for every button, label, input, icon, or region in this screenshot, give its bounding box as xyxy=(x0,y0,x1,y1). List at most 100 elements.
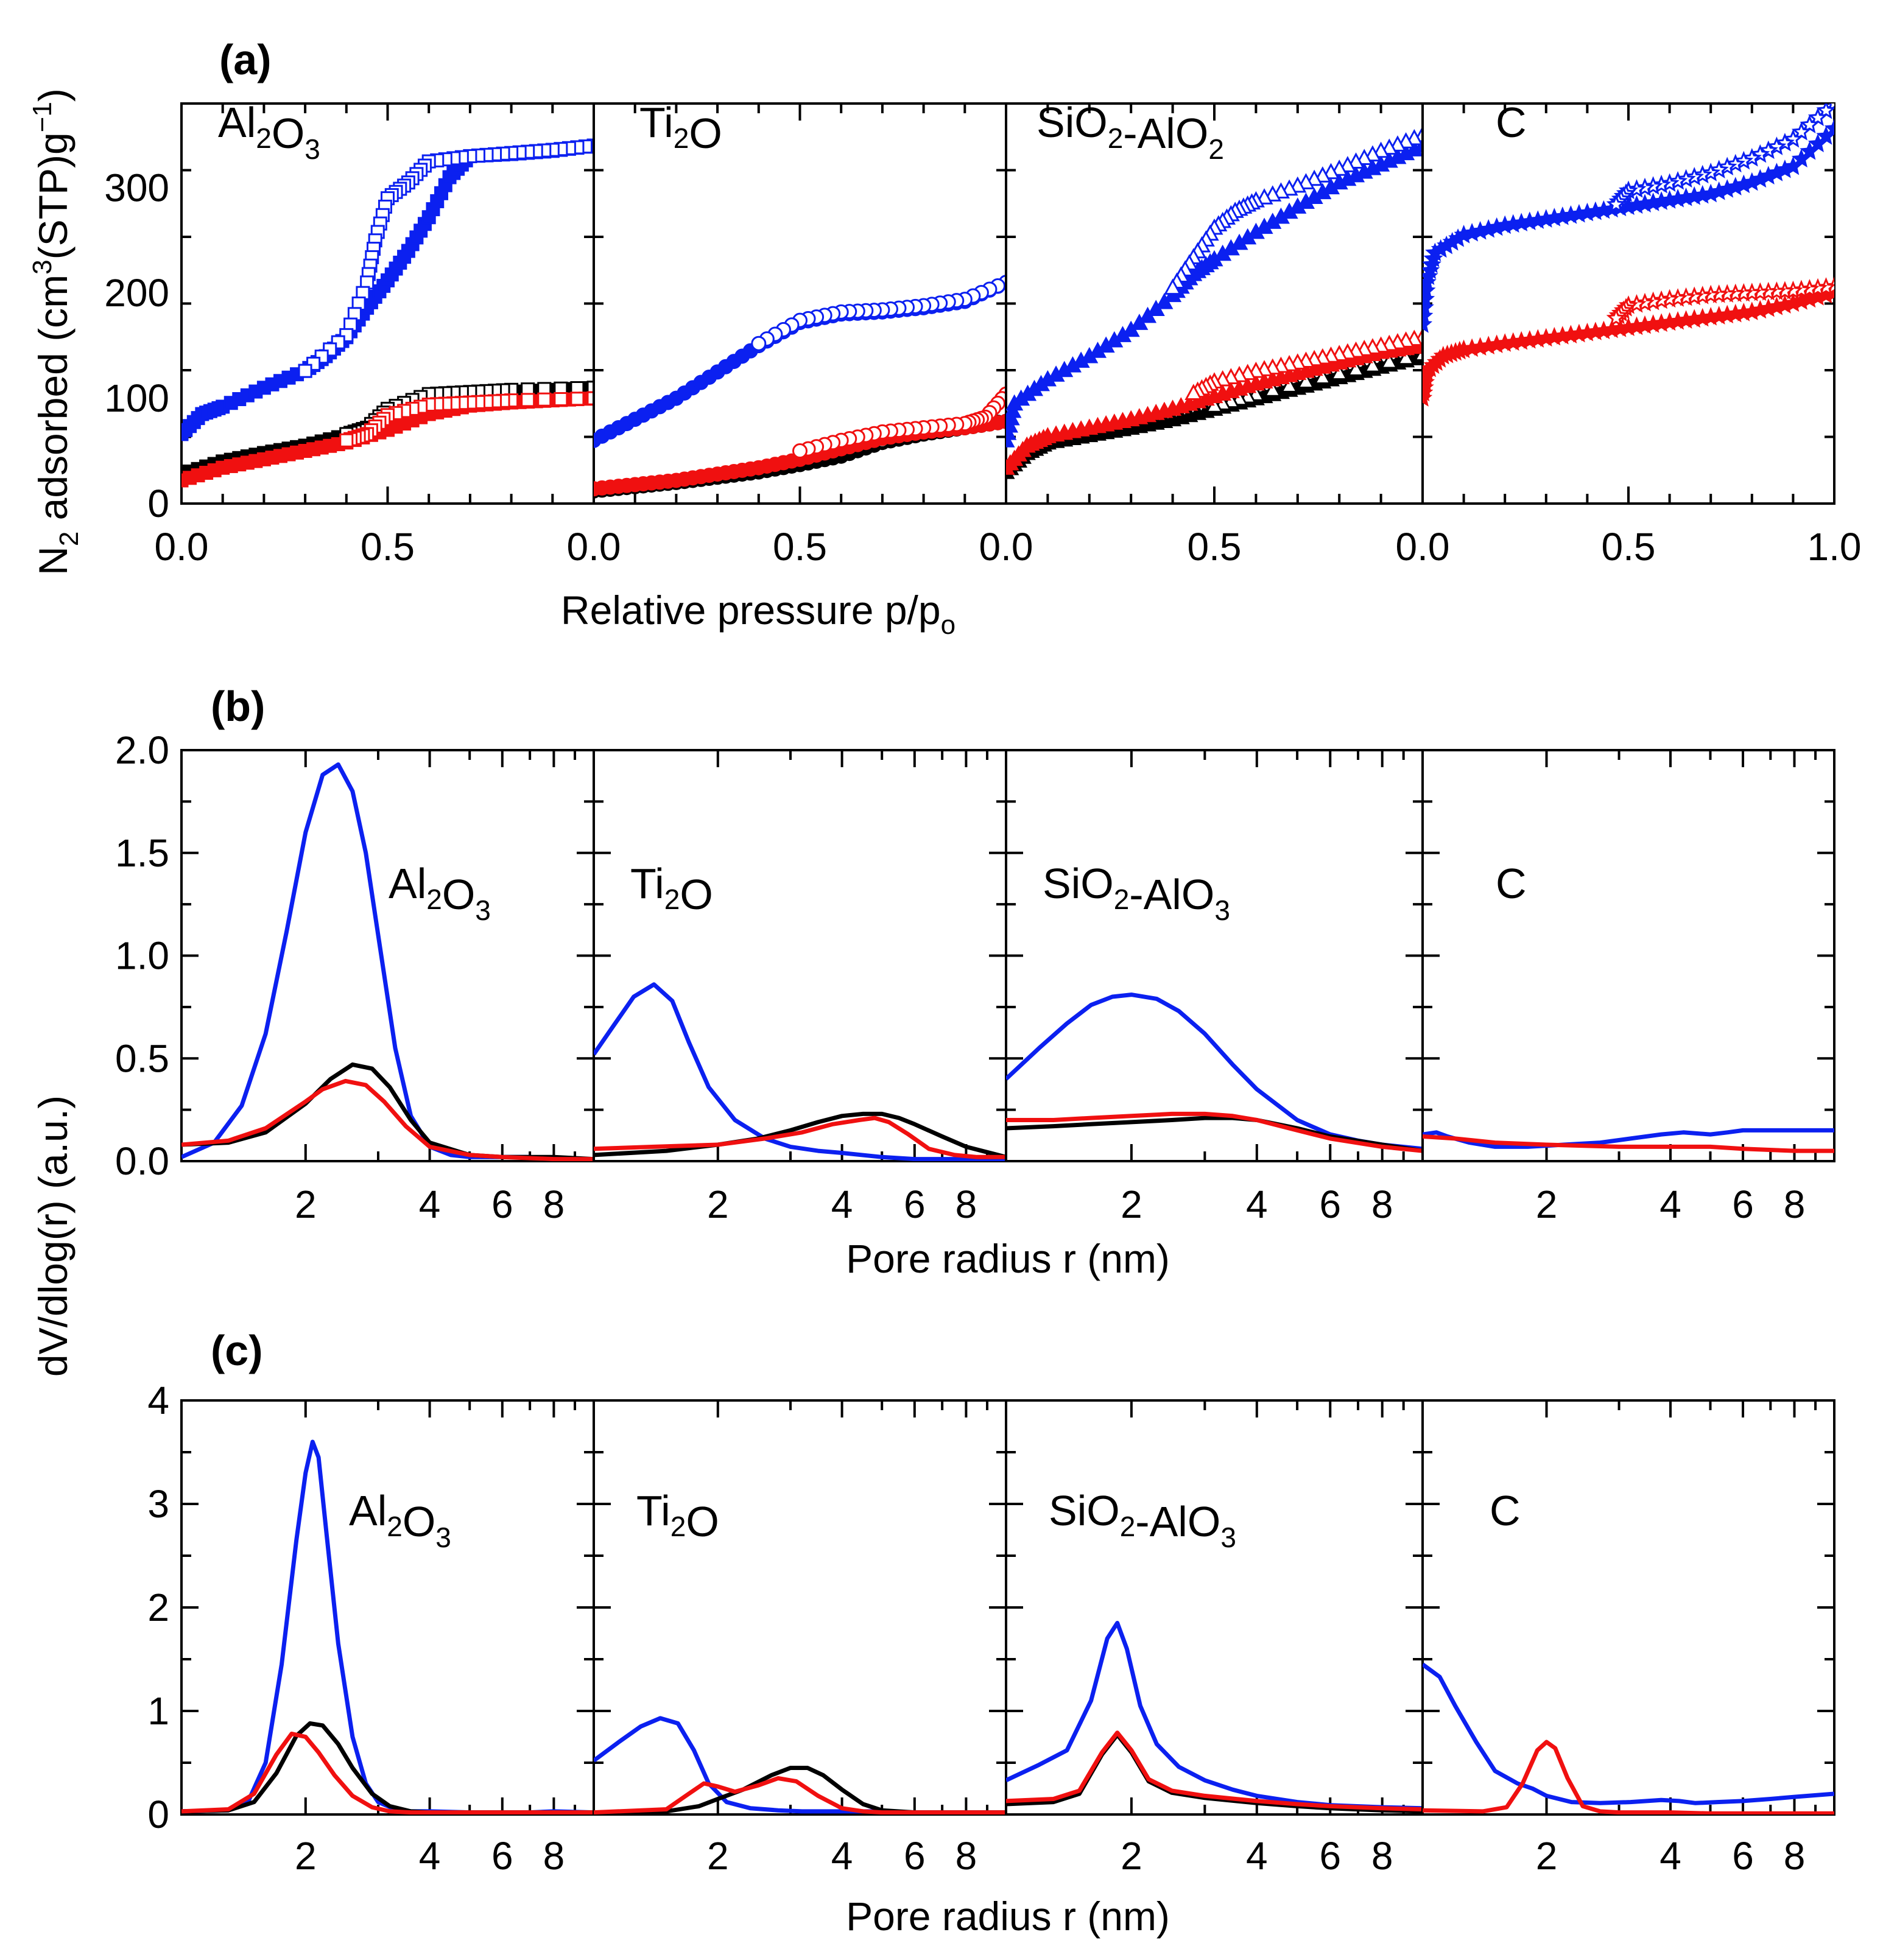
sample-label-1: Ti2O xyxy=(639,99,722,157)
sample-label-2: SiO2-AlO2 xyxy=(1036,99,1224,165)
marker-square xyxy=(554,392,568,406)
series-line-red xyxy=(181,1731,594,1814)
xlabel-b: Pore radius r (nm) xyxy=(846,1236,1170,1281)
x-tick-label: 8 xyxy=(1371,1182,1393,1226)
series-line-black xyxy=(1006,1115,1423,1153)
panel-frame xyxy=(180,1399,595,1816)
y-tick-label: 200 xyxy=(104,271,169,315)
x-tick-label: 4 xyxy=(419,1182,441,1226)
panel-frame xyxy=(1005,749,1424,1162)
series-line-red xyxy=(1423,1134,1834,1153)
x-tick-label: 8 xyxy=(956,1182,977,1226)
x-tick-label: 0.0 xyxy=(155,525,209,569)
series-line-blue xyxy=(594,1716,1006,1814)
x-tick-label: 2 xyxy=(1536,1834,1558,1878)
marker-triangle xyxy=(1264,381,1282,397)
sample-label-0: Al2O3 xyxy=(218,99,320,165)
panel-c-1: 2 4 6 8 Ti2O xyxy=(593,1399,1007,1878)
marker-circle xyxy=(998,413,1006,429)
panel-a-1: Ti2O xyxy=(593,99,1007,505)
sample-label-1: Ti2O xyxy=(636,1487,719,1545)
data-group xyxy=(1006,992,1423,1153)
y-tick-label: 2.0 xyxy=(115,728,169,772)
marker-triangle xyxy=(1164,278,1182,295)
x-tick-label: 4 xyxy=(831,1182,853,1226)
marker-triangle xyxy=(1364,356,1382,373)
marker-triangle xyxy=(1347,152,1365,169)
panel-frame xyxy=(1005,1399,1424,1816)
series-line-red xyxy=(594,1115,1006,1159)
series-line-black xyxy=(594,1766,1006,1814)
marker-triangle xyxy=(1330,364,1348,381)
panel-a-3: C xyxy=(1421,99,1835,505)
marker-star xyxy=(1791,122,1812,141)
panel-b-3: 2 4 6 8 C xyxy=(1421,749,1835,1226)
marker-triangle xyxy=(1339,156,1357,172)
marker-square xyxy=(570,392,585,406)
x-tick-label: 8 xyxy=(1371,1834,1393,1878)
marker-triangle xyxy=(1397,348,1415,365)
xlabel-c: Pore radius r (nm) xyxy=(846,1894,1170,1939)
x-tick-label: 4 xyxy=(419,1834,441,1878)
data-group xyxy=(1423,104,1834,407)
x-tick-label: 4 xyxy=(1659,1182,1681,1226)
marker-circle xyxy=(751,335,767,351)
x-tick-label: 0.0 xyxy=(567,525,621,569)
x-tick-label: 2 xyxy=(1536,1182,1558,1226)
x-tick-label: 2 xyxy=(295,1182,317,1226)
data-group xyxy=(1423,1662,1834,1814)
panel-a-2: SiO2-AlO2 xyxy=(1005,99,1424,505)
x-tick-label: 0.0 xyxy=(1396,525,1450,569)
panel-frame xyxy=(593,749,1007,1162)
x-tick-label: 0.5 xyxy=(773,525,827,569)
data-group xyxy=(1423,1128,1834,1153)
panel-b-1: 2 4 6 8 Ti2O xyxy=(593,749,1007,1226)
marker-circle xyxy=(792,443,808,459)
x-tick-label: 6 xyxy=(1732,1834,1754,1878)
sample-label-3: C xyxy=(1496,99,1527,146)
chart-a: Al2O3 Ti2O SiO2-AlO2 C 0.0 0.5 0.0 0.5 0.0 0.5 0.0… xyxy=(104,99,1861,569)
marker-square xyxy=(298,364,312,378)
y-tick-label: 300 xyxy=(104,166,169,209)
marker-triangle xyxy=(1355,149,1373,166)
marker-square xyxy=(537,392,552,407)
x-tick-label: 8 xyxy=(1784,1182,1806,1226)
x-tick-label: 6 xyxy=(904,1834,926,1878)
x-tick-label: 4 xyxy=(1246,1834,1268,1878)
x-tick-label: 0.5 xyxy=(1602,525,1656,569)
x-tick-label: 2 xyxy=(1121,1182,1142,1226)
xlabel-a: Relative pressure p/po xyxy=(561,588,956,640)
panel-a-title: (a) xyxy=(219,36,272,83)
panel-c-2: 2 4 6 8 SiO2-AlO3 xyxy=(1005,1399,1424,1878)
x-tick-label: 6 xyxy=(904,1182,926,1226)
x-tick-label: 4 xyxy=(1659,1834,1681,1878)
x-tick-label: 6 xyxy=(1319,1834,1341,1878)
x-tick-label: 2 xyxy=(295,1834,317,1878)
x-tick-label: 8 xyxy=(543,1834,565,1878)
marker-square xyxy=(586,391,594,406)
x-tick-label: 6 xyxy=(1319,1182,1341,1226)
x-tick-label: 0.5 xyxy=(361,525,415,569)
sample-label-0: Al2O3 xyxy=(389,860,491,926)
data-group xyxy=(1006,1621,1423,1814)
marker-star xyxy=(1800,114,1820,133)
data-group xyxy=(1006,125,1423,479)
x-tick-label: 6 xyxy=(491,1182,513,1226)
x-tick-label: 2 xyxy=(1121,1834,1142,1878)
marker-star xyxy=(1606,307,1626,327)
series-line-black xyxy=(181,1062,594,1161)
data-group xyxy=(181,762,594,1161)
marker-triangle xyxy=(1347,360,1365,376)
y-tick-label: 1 xyxy=(147,1689,169,1733)
series-line-blue xyxy=(1423,1128,1834,1149)
series-line-blue xyxy=(181,762,594,1161)
marker-square xyxy=(586,381,594,395)
y-tick-label: 0 xyxy=(147,1793,169,1836)
sample-label-2: SiO2-AlO3 xyxy=(1043,860,1230,926)
data-group xyxy=(181,138,594,488)
y-tick-label: 100 xyxy=(104,376,169,420)
panel-frame xyxy=(180,102,595,505)
